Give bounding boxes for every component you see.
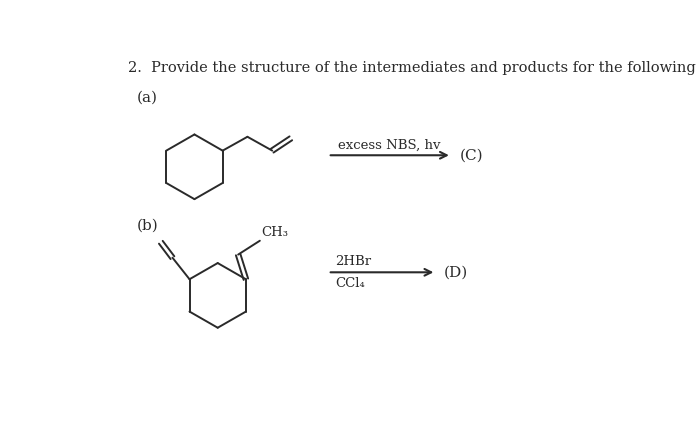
Text: (b): (b): [136, 218, 158, 232]
Text: 2.  Provide the structure of the intermediates and products for the following re: 2. Provide the structure of the intermed…: [128, 61, 700, 76]
Text: excess NBS, hv: excess NBS, hv: [339, 138, 441, 151]
Text: (C): (C): [459, 148, 483, 162]
Text: (a): (a): [136, 91, 158, 105]
Text: (D): (D): [444, 265, 468, 279]
Text: CH₃: CH₃: [261, 226, 288, 239]
Text: CCl₄: CCl₄: [335, 277, 365, 290]
Text: 2HBr: 2HBr: [335, 255, 372, 268]
